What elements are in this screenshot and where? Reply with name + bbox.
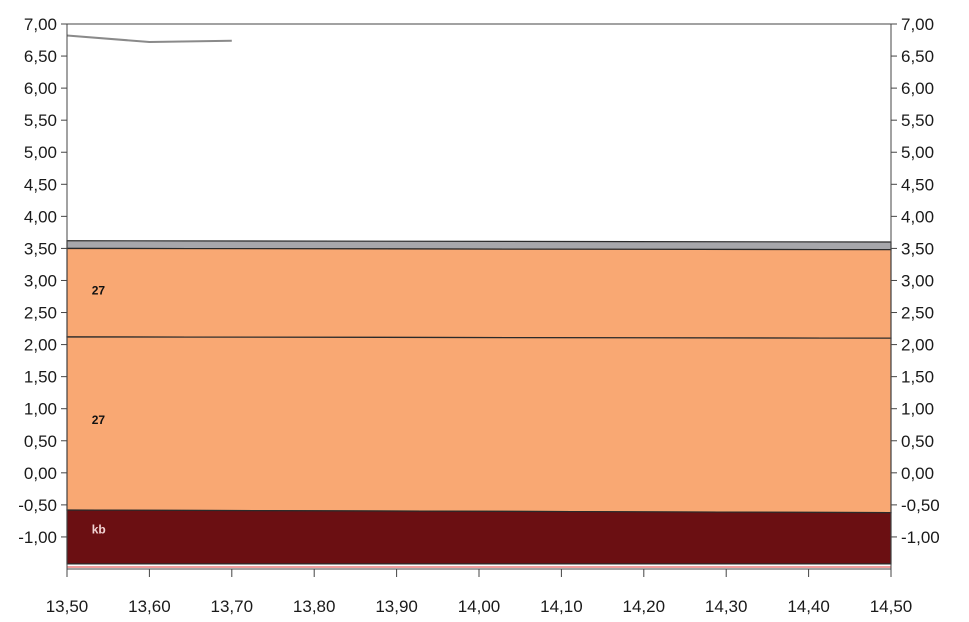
x-tick-label: 13,90: [375, 597, 418, 616]
y-tick-label-right: -1,00: [901, 528, 940, 547]
y-tick-label-left: 2,50: [24, 304, 57, 323]
layer-3: [66, 509, 892, 565]
y-tick-label-left: 3,50: [24, 239, 57, 258]
x-tick-label: 13,50: [46, 597, 89, 616]
y-tick-label-right: 5,50: [901, 111, 934, 130]
y-tick-label-right: 2,00: [901, 336, 934, 355]
y-tick-label-left: -0,50: [18, 496, 57, 515]
x-tick-label: 13,70: [211, 597, 254, 616]
y-tick-label-right: -0,50: [901, 496, 940, 515]
y-tick-label-left: 3,00: [24, 271, 57, 290]
y-tick-label-left: 7,00: [24, 15, 57, 34]
layer-label-1: 27: [92, 284, 106, 298]
x-tick-label: 13,60: [128, 597, 171, 616]
y-tick-label-left: 1,50: [24, 368, 57, 387]
y-tick-label-left: 2,00: [24, 336, 57, 355]
layer-1: [66, 247, 892, 339]
layers-group: [66, 240, 892, 568]
x-tick-label: 14,40: [787, 597, 830, 616]
x-tick-label: 14,10: [540, 597, 583, 616]
x-tick-label: 14,00: [458, 597, 501, 616]
y-tick-label-left: 4,00: [24, 207, 57, 226]
x-tick-label: 14,50: [870, 597, 913, 616]
y-tick-label-right: 0,50: [901, 432, 934, 451]
y-tick-label-right: 7,00: [901, 15, 934, 34]
y-tick-label-right: 3,00: [901, 271, 934, 290]
x-tick-label: 13,80: [293, 597, 336, 616]
y-tick-label-right: 6,50: [901, 47, 934, 66]
layer-2: [66, 336, 892, 514]
y-tick-label-right: 5,00: [901, 143, 934, 162]
series-group: [66, 34, 232, 44]
y-tick-label-right: 0,00: [901, 464, 934, 483]
axes-group: 7,00 7,00 6,50 6,50 6,00 6,00 5,50 5,50 5,00 5,00…: [18, 15, 940, 616]
layer-label-3: kb: [92, 523, 106, 537]
y-tick-label-left: 6,00: [24, 79, 57, 98]
y-tick-label-right: 1,00: [901, 400, 934, 419]
y-tick-label-right: 4,00: [901, 207, 934, 226]
y-tick-label-right: 2,50: [901, 304, 934, 323]
y-tick-label-right: 4,50: [901, 175, 934, 194]
x-tick-label: 14,20: [623, 597, 666, 616]
y-tick-label-left: 1,00: [24, 400, 57, 419]
y-tick-label-right: 3,50: [901, 239, 934, 258]
layer-label-2: 27: [92, 413, 106, 427]
y-tick-label-left: 5,50: [24, 111, 57, 130]
y-tick-label-left: 5,00: [24, 143, 57, 162]
y-tick-label-right: 1,50: [901, 368, 934, 387]
y-tick-label-left: 6,50: [24, 47, 57, 66]
series-line-0: [66, 34, 232, 44]
x-tick-label: 14,30: [705, 597, 748, 616]
y-tick-label-right: 6,00: [901, 79, 934, 98]
y-tick-label-left: 4,50: [24, 175, 57, 194]
layer-labels-group: 27 27 kb: [92, 284, 106, 537]
y-tick-label-left: -1,00: [18, 528, 57, 547]
y-tick-label-left: 0,00: [24, 464, 57, 483]
y-tick-label-left: 0,50: [24, 432, 57, 451]
